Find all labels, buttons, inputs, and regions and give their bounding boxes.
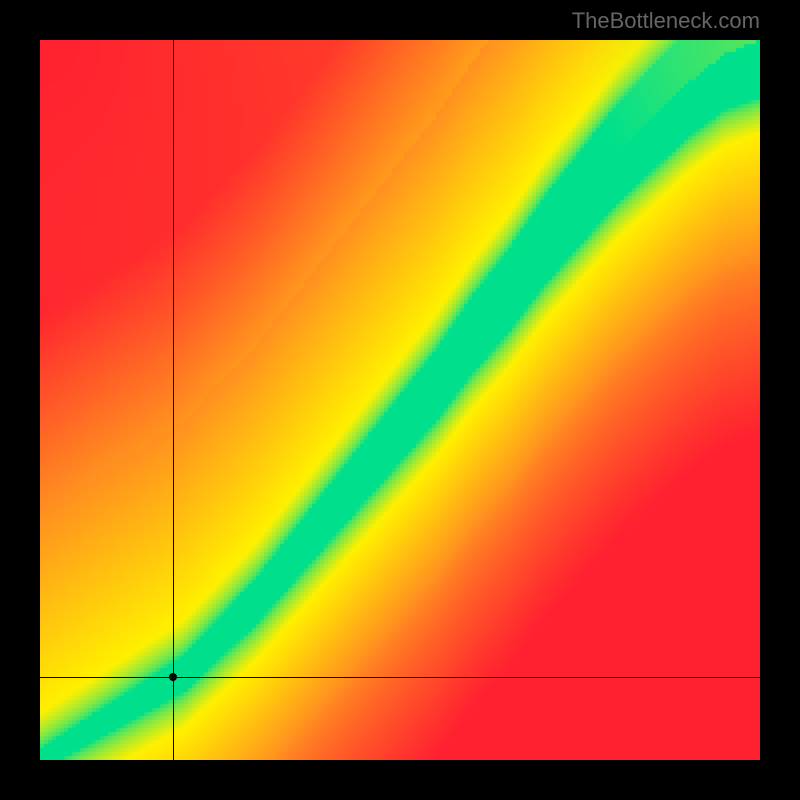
crosshair-dot — [169, 673, 177, 681]
heatmap-canvas — [40, 40, 760, 760]
watermark-text: TheBottleneck.com — [572, 8, 760, 34]
crosshair-vertical — [173, 40, 174, 760]
crosshair-horizontal — [40, 677, 760, 678]
plot-area — [40, 40, 760, 760]
